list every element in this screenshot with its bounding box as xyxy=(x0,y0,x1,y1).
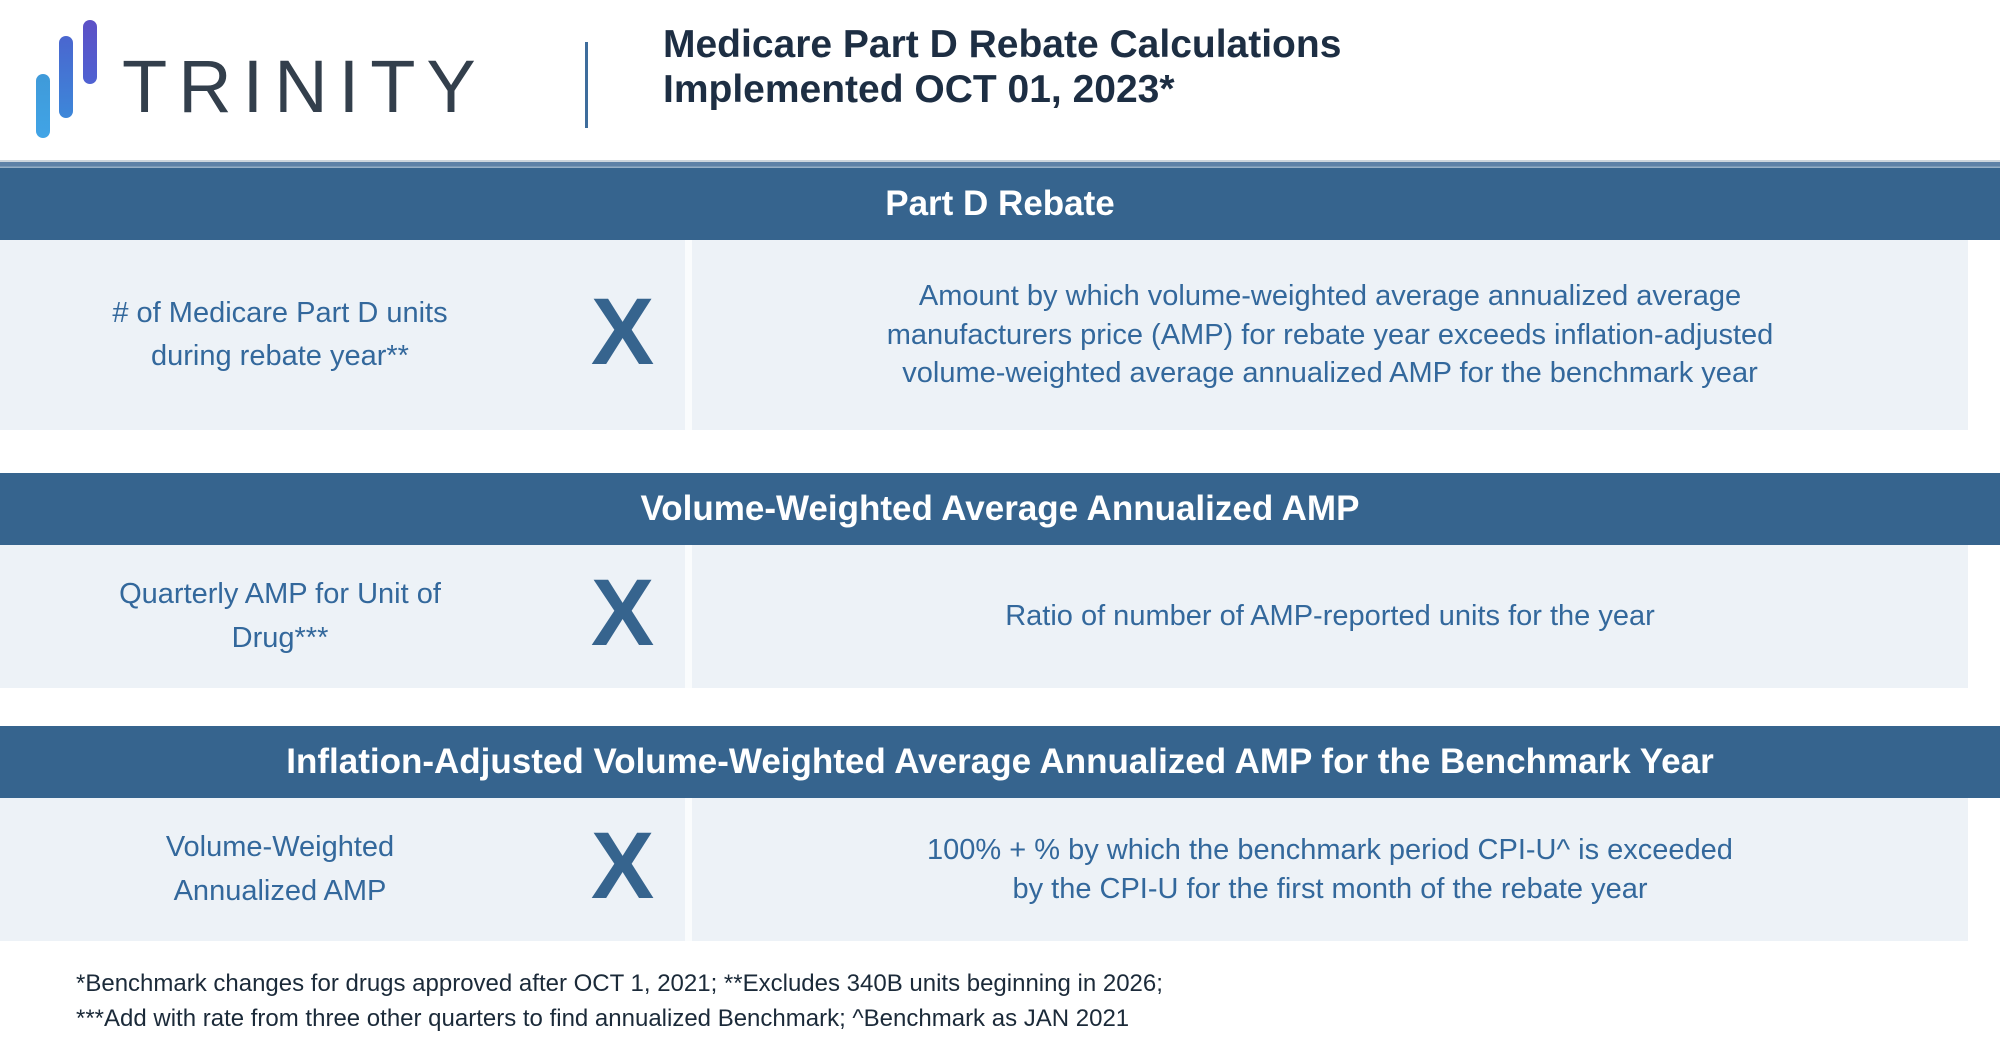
header: TRINITY Medicare Part D Rebate Calculati… xyxy=(0,0,2000,160)
equation-right-operand: 100% + % by which the benchmark period C… xyxy=(692,831,1968,908)
page-title: Medicare Part D Rebate Calculations Impl… xyxy=(663,22,1341,112)
left-operand-line: during rebate year** xyxy=(151,340,409,372)
equation-row-part-d-rebate: # of Medicare Part D units during rebate… xyxy=(0,240,1968,430)
cell-divider xyxy=(685,545,692,688)
brand-wordmark: TRINITY xyxy=(122,45,487,128)
left-operand-line: Annualized AMP xyxy=(173,874,387,907)
right-operand-line: volume-weighted average annualized AMP f… xyxy=(902,357,1758,390)
equation-row-volume-weighted-amp: Quarterly AMP for Unit of Drug*** X Rati… xyxy=(0,545,1968,688)
left-operand-line: Drug*** xyxy=(231,621,329,654)
section-gap xyxy=(0,430,2000,473)
section-banner-volume-weighted-amp: Volume-Weighted Average Annualized AMP xyxy=(0,473,2000,545)
right-operand-line: 100% + % by which the benchmark period C… xyxy=(927,833,1733,866)
footnotes: *Benchmark changes for drugs approved af… xyxy=(0,941,2000,1037)
equation-left-operand: Quarterly AMP for Unit of Drug*** xyxy=(0,573,560,660)
footnote-line2: ***Add with rate from three other quarte… xyxy=(76,1004,1130,1032)
cell-divider xyxy=(685,798,692,941)
equation-right-operand: Amount by which volume-weighted average … xyxy=(692,277,1968,393)
left-operand-line: # of Medicare Part D units xyxy=(112,296,448,329)
section-banner-part-d-rebate: Part D Rebate xyxy=(0,168,2000,240)
right-operand-line: by the CPI-U for the first month of the … xyxy=(1012,872,1648,905)
equation-right-operand: Ratio of number of AMP-reported units fo… xyxy=(692,597,1968,636)
header-divider xyxy=(585,42,588,128)
multiply-operator: X xyxy=(590,278,655,385)
equation-row-inflation-adjusted-amp: Volume-Weighted Annualized AMP X 100% + … xyxy=(0,798,1968,941)
logo-bar-icon xyxy=(59,36,73,118)
page-title-line2: Implemented OCT 01, 2023* xyxy=(663,68,1175,112)
multiply-operator: X xyxy=(590,560,655,666)
equation-left-operand: # of Medicare Part D units during rebate… xyxy=(0,292,560,379)
top-stripe xyxy=(0,160,2000,168)
section-gap xyxy=(0,688,2000,726)
right-operand-line: Ratio of number of AMP-reported units fo… xyxy=(1005,600,1655,633)
page-title-line1: Medicare Part D Rebate Calculations xyxy=(663,23,1342,66)
equation-left-operand: Volume-Weighted Annualized AMP xyxy=(0,826,560,913)
left-operand-line: Volume-Weighted xyxy=(165,831,395,863)
footnote-line1: *Benchmark changes for drugs approved af… xyxy=(76,970,1163,997)
left-operand-line: Quarterly AMP for Unit of xyxy=(119,578,441,610)
multiply-operator: X xyxy=(590,813,655,919)
right-operand-line: Amount by which volume-weighted average … xyxy=(918,280,1742,313)
cell-divider xyxy=(685,240,692,430)
section-banner-inflation-adjusted-amp: Inflation-Adjusted Volume-Weighted Avera… xyxy=(0,726,2000,798)
logo-bar-icon xyxy=(36,74,50,138)
trinity-logo-icon xyxy=(36,20,98,140)
right-operand-line: manufacturers price (AMP) for rebate yea… xyxy=(886,318,1774,351)
logo-bar-icon xyxy=(83,20,97,84)
